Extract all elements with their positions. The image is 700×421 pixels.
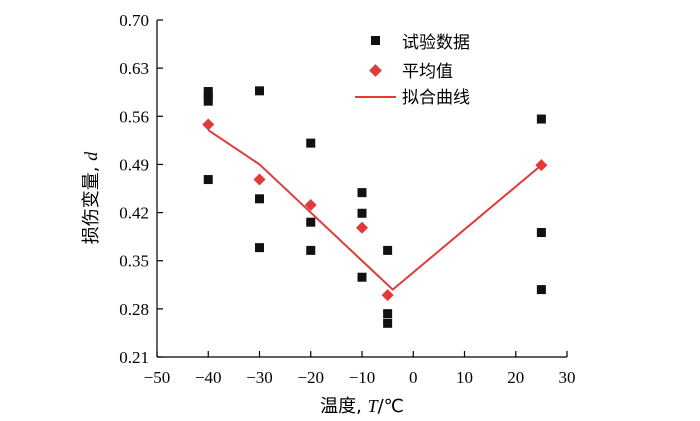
y-ticks: 0.21 0.28 0.35 0.42 0.49 0.56 0.63 0.70 [119,11,163,367]
legend-label-data: 试验数据 [402,33,470,53]
data-point-square [536,114,546,124]
mean-point-diamond [304,199,317,212]
data-point-square [536,285,546,295]
y-tick-label: 0.49 [119,155,149,174]
mean-point-diamond [202,118,215,131]
y-tick-label: 0.21 [119,348,149,367]
data-point-square [203,96,213,106]
x-tick-label: −10 [349,368,376,387]
mean-point-diamond [356,221,368,234]
x-tick-label: −30 [246,368,273,387]
x-axis-title-var: T [368,396,380,416]
data-point-square [306,138,316,148]
x-axis-title: 温度, T/℃ [320,396,404,417]
data-point-square [383,309,393,319]
y-tick-label: 0.56 [119,107,149,126]
y-tick-label: 0.42 [119,204,149,223]
data-point-square [203,91,213,101]
data-point-square [203,87,213,97]
data-point-square [306,217,316,227]
data-point-square [357,208,367,218]
mean-point-diamond [535,159,548,172]
x-tick-label: −50 [144,368,171,387]
data-point-square [255,86,264,96]
x-tick-label: −20 [297,368,324,387]
legend-swatch-diamond [369,64,382,77]
x-ticks: −50 −40 −30 −20 −10 0 10 20 30 [144,351,576,387]
data-point-square [203,175,213,185]
x-tick-label: 30 [559,368,576,387]
legend-swatch-square [371,36,380,45]
legend: 试验数据 平均值 拟合曲线 [355,33,470,108]
mean-point-diamond [253,173,266,186]
data-point-square [255,243,264,253]
data-point-square [357,272,367,282]
x-tick-label: 10 [456,368,473,387]
y-tick-label: 0.70 [119,11,149,30]
data-point-square [383,245,393,255]
legend-label-mean: 平均值 [402,62,453,82]
x-axis-title-prefix: 温度, [320,396,367,417]
mean-point-diamond [381,289,394,302]
x-tick-label: 20 [507,368,524,387]
legend-label-fit: 拟合曲线 [402,88,470,108]
x-axis-title-unit: /℃ [378,396,404,417]
y-axis-title: 损伤变量, d [81,151,102,244]
data-point-square [255,194,264,204]
y-tick-label: 0.35 [119,252,149,271]
y-tick-label: 0.63 [119,59,149,78]
y-axis-title-var: d [81,151,101,161]
y-axis-title-prefix: 损伤变量, [81,161,102,244]
data-point-square [357,188,367,198]
x-tick-label: −40 [195,368,222,387]
x-tick-label: 0 [409,368,418,387]
data-point-square [383,318,393,328]
series-layer [202,86,548,328]
data-point-square [306,245,316,255]
y-tick-label: 0.28 [119,300,149,319]
fit-curve [207,129,543,291]
data-point-square [536,228,546,238]
